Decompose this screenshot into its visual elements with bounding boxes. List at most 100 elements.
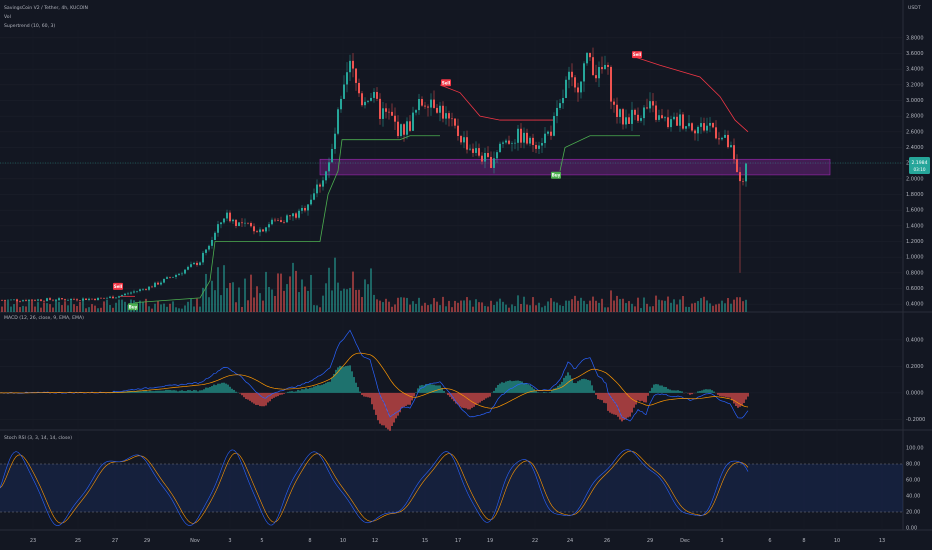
volume-bar (124, 301, 126, 312)
candle-body (136, 290, 138, 292)
macd-histogram-bar (691, 392, 693, 395)
volume-bar (742, 301, 744, 312)
volume-bar (478, 302, 480, 312)
macd-histogram-bar (435, 385, 437, 393)
volume-bar (622, 298, 624, 312)
candle-body (91, 298, 93, 300)
volume-bar (586, 304, 588, 312)
macd-histogram-bar (629, 392, 631, 417)
macd-axis[interactable]: 0.4000 0.2000 0.0000 -0.2000 (906, 337, 925, 423)
macd-histogram-bar (379, 392, 381, 424)
volume-bar (241, 306, 243, 312)
symbol-legend[interactable]: SavingsCoin V2 / Tether, 4h, KUCOIN (4, 5, 88, 11)
volume-bar (166, 306, 168, 312)
candle-body (79, 300, 81, 301)
candle-body (337, 109, 339, 134)
candle-body (463, 137, 465, 143)
candle-body (730, 145, 732, 148)
macd-histogram-bar (343, 366, 345, 393)
macd-histogram-bar (267, 392, 269, 403)
macd-histogram-bar (523, 382, 525, 393)
volume-bar (280, 273, 282, 312)
volume-bar (538, 302, 540, 312)
volume-legend[interactable]: Vol (4, 14, 11, 20)
candle-body (238, 222, 240, 226)
macd-histogram-bar (517, 380, 519, 393)
volume-bar (418, 297, 420, 312)
macd-histogram-bar (607, 392, 609, 411)
volume-bar (718, 303, 720, 312)
candle-body (292, 213, 294, 217)
signal-sell-badge (441, 79, 451, 87)
candle-body (397, 121, 399, 137)
macd-histogram-bar (223, 382, 225, 393)
macd-histogram-bar (575, 383, 577, 393)
candle-body (124, 293, 126, 296)
volume-bar (16, 298, 18, 312)
volume-bar (457, 302, 459, 312)
candle-body (487, 153, 489, 157)
candle-body (502, 142, 504, 144)
time-tick-label: 6 (768, 538, 771, 544)
macd-histogram-bar (217, 383, 219, 393)
macd-histogram-bar (479, 392, 481, 403)
macd-histogram-bar (481, 392, 483, 401)
candle-body (445, 113, 447, 119)
volume-bar (337, 282, 339, 312)
macd-histogram-bar (743, 392, 745, 403)
volume-bar (286, 284, 288, 312)
volume-bar (235, 302, 237, 312)
macd-histogram-bar (703, 389, 705, 393)
macd-histogram-bar (277, 392, 279, 397)
macd-histogram-bar (157, 390, 159, 393)
candle-body (661, 115, 663, 119)
macd-histogram-bar (663, 386, 665, 393)
macd-histogram-bar (251, 392, 253, 403)
macd-histogram-bar (337, 367, 339, 393)
time-axis[interactable]: 23 25 27 29 Nov 3 5 8 10 12 15 17 19 22 24 26 29 Dec 3 6 8 10… (30, 538, 885, 544)
macd-histogram-bar (295, 391, 297, 393)
macd-histogram-bar (369, 392, 371, 398)
macd-histogram-bar (641, 392, 643, 401)
macd-histogram-bar (197, 391, 199, 393)
candle-body (25, 300, 27, 301)
volume-bar (436, 301, 438, 312)
macd-histogram-bar (311, 387, 313, 393)
candle-body (739, 172, 741, 182)
macd-histogram-bar (625, 392, 627, 419)
supertrend-legend[interactable]: Supertrend (10, 60, 3) (4, 23, 55, 29)
macd-histogram-bar (687, 392, 689, 394)
macd-histogram-bar (467, 392, 469, 410)
time-tick-label: 12 (372, 538, 378, 544)
candle-body (43, 300, 45, 302)
candle-body (70, 298, 72, 301)
macd-histogram-bar (409, 392, 411, 405)
macd-histogram-bar (503, 382, 505, 393)
macd-histogram-bar (317, 385, 319, 393)
volume-bar (382, 302, 384, 312)
candle-body (454, 118, 456, 126)
stoch-rsi-legend[interactable]: Stoch RSI (3, 3, 14, 14, close) (4, 435, 72, 441)
candle-body (418, 99, 420, 111)
macd-histogram-bar (397, 392, 399, 416)
volume-bar (172, 301, 174, 312)
macd-histogram-bar (395, 392, 397, 419)
macd-histogram-bar (721, 392, 723, 397)
macd-histogram-bar (253, 392, 255, 404)
candle-body (322, 180, 324, 187)
macd-histogram-bar (235, 391, 237, 393)
candle-body (247, 222, 249, 224)
candle-body (202, 252, 204, 263)
volume-bar (568, 300, 570, 312)
candle-body (388, 111, 390, 113)
macd-histogram-bar (457, 392, 459, 405)
candle-body (40, 299, 42, 301)
macd-histogram-bar (289, 391, 291, 393)
macd-histogram-bar (243, 392, 245, 398)
stoch-rsi-axis[interactable]: 100.00 80.00 60.00 40.00 20.00 0.00 (906, 446, 924, 532)
macd-histogram-bar (737, 392, 739, 408)
stoch-rsi-band (0, 463, 903, 513)
macd-legend[interactable]: MACD (12, 26, close, 9, EMA, EMA) (4, 315, 84, 321)
macd-histogram-bar (603, 392, 605, 403)
candle-body (727, 134, 729, 148)
